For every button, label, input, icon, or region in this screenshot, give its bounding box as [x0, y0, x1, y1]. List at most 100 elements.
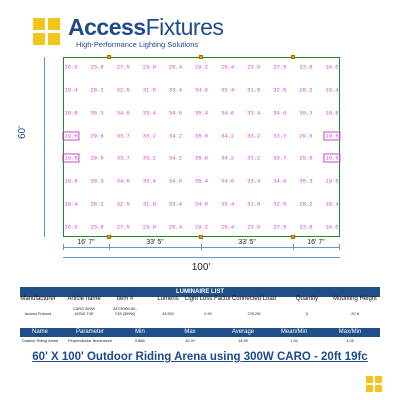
illuminance-value: 29.6 — [90, 154, 104, 162]
logo-squares-icon — [33, 18, 61, 46]
illuminance-value: 27.5 — [273, 223, 287, 231]
illuminance-value: 19.4 — [325, 86, 339, 94]
illuminance-value: 23.6 — [142, 223, 156, 231]
brand-title[interactable]: AccessFixtures — [68, 14, 224, 41]
calc-cell: 30.20 — [185, 339, 195, 343]
illuminance-value: 32.5 — [116, 86, 130, 94]
illuminance-value: 29.6 — [90, 132, 104, 140]
brand-name-light: Fixtures — [145, 14, 224, 40]
light-pole-icon — [199, 55, 203, 59]
luminaire-cell: 43,500 — [162, 312, 174, 316]
dim-tick — [293, 244, 294, 250]
illuminance-value: 28.2 — [90, 200, 104, 208]
luminaire-cell: Access Fixtures — [24, 312, 52, 316]
light-pole-icon — [199, 235, 203, 239]
illuminance-value: 25.4 — [168, 223, 182, 231]
illuminance-value: 33.7 — [116, 132, 130, 140]
illuminance-value: 33.7 — [273, 132, 287, 140]
calc-header: Name — [31, 329, 49, 335]
illuminance-value: 29.2 — [194, 63, 209, 71]
illuminance-value: 35.6 — [194, 132, 209, 140]
illuminance-value: 33.7 — [273, 154, 287, 162]
calc-header: Mean/Min — [280, 329, 308, 335]
illuminance-value: 23.8 — [90, 63, 104, 71]
calc-header: Max — [184, 329, 196, 335]
illuminance-value: 16.0 — [325, 63, 339, 71]
illuminance-value: 29.6 — [299, 154, 313, 162]
calc-cell: 3.05 — [346, 339, 354, 343]
illuminance-value: 19.4 — [64, 200, 78, 208]
calc-header: Max/Min — [338, 329, 362, 335]
illuminance-value: 33.4 — [142, 177, 156, 185]
illuminance-value: 33.2 — [247, 154, 261, 162]
segment-label: 16' 7" — [77, 239, 95, 246]
dim-tick — [201, 244, 202, 250]
illuminance-value: 35.4 — [194, 177, 209, 185]
calc-cell: 9.86fc — [134, 339, 146, 343]
illuminance-value: 19.5 — [62, 131, 80, 141]
illuminance-value: 19.8 — [64, 109, 78, 117]
illuminance-value: 33.4 — [168, 86, 182, 94]
illuminance-value: 16.0 — [325, 223, 339, 231]
light-pole-icon — [291, 235, 295, 239]
illuminance-value: 34.6 — [116, 109, 130, 117]
calc-cell: 18.95 — [238, 339, 248, 343]
calc-header: Average — [231, 329, 255, 335]
illuminance-value: 32.5 — [116, 200, 130, 208]
illuminance-value: 34.2 — [220, 154, 235, 162]
illuminance-value: 31.8 — [142, 86, 156, 94]
luminaire-header: Quantity — [295, 296, 319, 302]
page-caption: 60' X 100' Outdoor Riding Arena using 30… — [32, 351, 368, 363]
light-pole-icon — [291, 55, 295, 59]
illuminance-value: 31.8 — [247, 86, 261, 94]
illuminance-value: 16.0 — [64, 223, 78, 231]
segment-label: 33' 5" — [146, 239, 164, 246]
illuminance-value: 33.4 — [142, 109, 156, 117]
segment-label: 16' 7" — [307, 239, 325, 246]
illuminance-value: 31.8 — [142, 200, 156, 208]
illuminance-value: 23.6 — [247, 63, 261, 71]
illuminance-value: 35.6 — [194, 154, 209, 162]
luminaire-header: Lumens — [157, 296, 179, 302]
illuminance-value: 31.8 — [247, 200, 261, 208]
luminaire-header: Manufacturer — [20, 296, 56, 302]
calc-header-bar — [20, 328, 380, 337]
illuminance-value: 33.2 — [247, 132, 261, 140]
illuminance-value: 23.6 — [142, 63, 156, 71]
illuminance-value: 33.4 — [220, 86, 235, 94]
illuminance-value: 29.2 — [194, 223, 209, 231]
illuminance-value: 33.4 — [168, 200, 182, 208]
illuminance-value: 28.2 — [299, 86, 313, 94]
illuminance-value: 34.6 — [168, 109, 182, 117]
luminaire-cell: 6 — [305, 312, 309, 316]
illuminance-value: 33.4 — [247, 109, 261, 117]
illuminance-value: 19.8 — [325, 109, 339, 117]
illuminance-value: 33.2 — [142, 132, 156, 140]
dim-tick — [109, 244, 110, 250]
calc-cell: 1.94 — [290, 339, 298, 343]
illuminance-value: 33.4 — [247, 177, 261, 185]
luminaire-cell: 20 ft — [351, 312, 359, 316]
illuminance-value: 28.2 — [90, 86, 104, 94]
illuminance-value: 34.6 — [220, 177, 235, 185]
calc-header: Parameter — [75, 329, 105, 335]
illuminance-value: 25.4 — [220, 63, 235, 71]
brand-name-bold: Access — [68, 14, 146, 40]
illuminance-value: 23.6 — [247, 223, 261, 231]
illuminance-value: 34.2 — [220, 132, 235, 140]
illuminance-value: 23.8 — [299, 223, 313, 231]
calc-cell: Perpendicular Illuminance — [68, 339, 112, 343]
illuminance-value: 23.8 — [299, 63, 313, 71]
illuminance-value: 34.6 — [220, 109, 235, 117]
illuminance-value: 19.4 — [64, 86, 78, 94]
luminaire-header: Light Loss Factor — [184, 296, 232, 302]
illuminance-value: 34.6 — [194, 200, 209, 208]
illuminance-value: 19.4 — [325, 200, 339, 208]
illuminance-value: 28.2 — [299, 200, 313, 208]
luminaire-cell: 278.2W — [247, 312, 261, 316]
illuminance-value: 34.6 — [273, 177, 287, 185]
luminaire-cell: 0.90 — [204, 312, 212, 316]
luminaire-header: Article name — [67, 296, 101, 302]
luminaire-cell: CARO 300W 4000K T4S — [73, 307, 95, 316]
illuminance-value: 32.5 — [273, 200, 287, 208]
